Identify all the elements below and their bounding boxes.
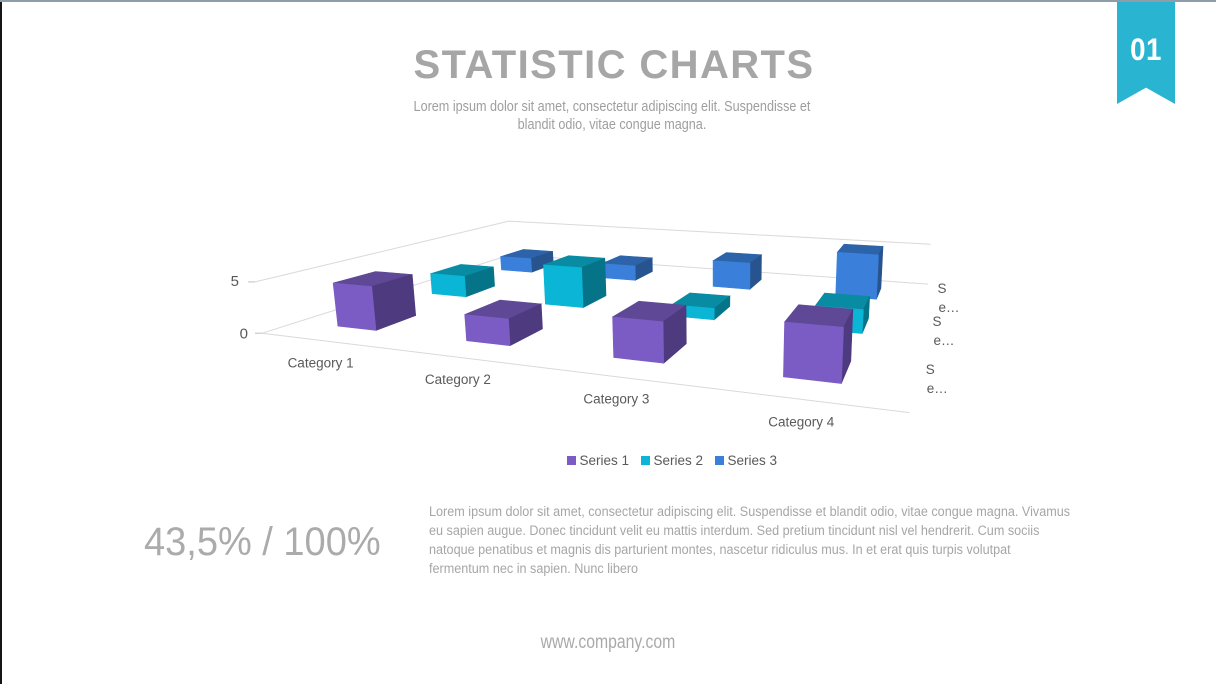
svg-text:e…: e… [939,300,960,315]
svg-text:S: S [933,314,942,329]
svg-text:e…: e… [934,333,955,348]
svg-text:Category 2: Category 2 [425,372,491,387]
svg-text:S: S [938,281,947,296]
svg-text:0: 0 [240,326,248,343]
svg-text:5: 5 [231,273,239,290]
svg-text:S: S [926,362,935,377]
svg-text:Series 1: Series 1 [580,453,630,468]
svg-text:Category 3: Category 3 [583,392,649,407]
svg-text:Category 1: Category 1 [288,355,354,370]
svg-text:Series 2: Series 2 [654,453,704,468]
svg-text:e…: e… [927,381,948,396]
svg-text:Category 4: Category 4 [768,414,835,429]
svg-text:Series 3: Series 3 [728,453,778,468]
